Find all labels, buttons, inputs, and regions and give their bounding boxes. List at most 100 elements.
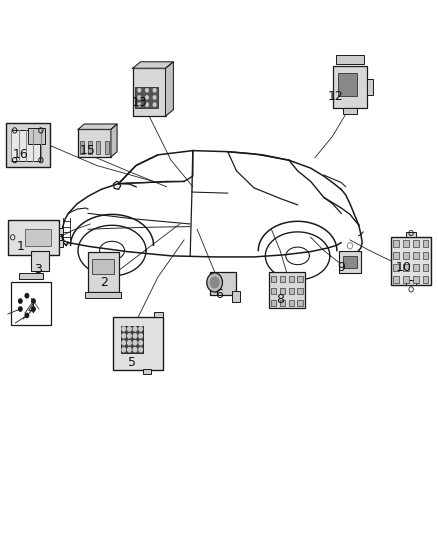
Bar: [11, 282, 51, 325]
Circle shape: [127, 341, 131, 345]
Bar: [336, 55, 364, 64]
Text: 10: 10: [395, 261, 411, 274]
Bar: [339, 251, 361, 273]
Bar: [343, 108, 357, 114]
Bar: [423, 276, 428, 283]
Text: 9: 9: [338, 261, 346, 274]
Text: 6: 6: [215, 288, 223, 301]
Circle shape: [122, 348, 125, 352]
Circle shape: [138, 88, 141, 92]
Circle shape: [139, 327, 142, 331]
Bar: [289, 301, 294, 305]
Circle shape: [133, 341, 137, 345]
Bar: [413, 276, 419, 283]
Polygon shape: [133, 62, 173, 68]
Circle shape: [207, 273, 223, 292]
Circle shape: [133, 334, 137, 338]
Text: 2: 2: [100, 276, 108, 289]
Bar: [154, 312, 163, 317]
Circle shape: [127, 334, 131, 338]
Circle shape: [25, 313, 28, 318]
Bar: [423, 264, 428, 271]
Circle shape: [32, 307, 35, 311]
Bar: [121, 326, 144, 353]
Bar: [413, 240, 419, 247]
Bar: [28, 128, 45, 144]
Bar: [393, 264, 399, 271]
Text: 4: 4: [28, 303, 35, 316]
Bar: [338, 72, 357, 95]
Text: 16: 16: [12, 148, 28, 161]
Text: 5: 5: [128, 356, 136, 369]
Bar: [413, 252, 419, 259]
Bar: [80, 141, 84, 154]
Polygon shape: [111, 124, 117, 157]
Text: 1: 1: [17, 240, 25, 253]
Circle shape: [133, 348, 137, 352]
Circle shape: [139, 334, 142, 338]
Circle shape: [153, 103, 156, 106]
Text: 8: 8: [276, 293, 285, 306]
Circle shape: [122, 341, 125, 345]
Bar: [8, 220, 59, 255]
Bar: [406, 232, 417, 237]
Circle shape: [210, 277, 219, 288]
Bar: [343, 256, 357, 269]
Bar: [393, 276, 399, 283]
Bar: [271, 288, 276, 294]
Bar: [31, 251, 49, 271]
Text: 3: 3: [34, 263, 42, 276]
Bar: [403, 276, 409, 283]
Circle shape: [18, 307, 22, 311]
Circle shape: [153, 96, 156, 99]
Bar: [392, 237, 431, 285]
Bar: [403, 252, 409, 259]
Bar: [59, 228, 63, 234]
Circle shape: [122, 327, 125, 331]
Circle shape: [146, 88, 148, 92]
Text: 12: 12: [328, 90, 343, 103]
Bar: [92, 259, 114, 274]
Circle shape: [138, 96, 141, 99]
Circle shape: [153, 88, 156, 92]
Bar: [19, 273, 43, 279]
Circle shape: [32, 299, 35, 303]
Bar: [88, 252, 119, 292]
Bar: [403, 240, 409, 247]
Bar: [279, 276, 285, 281]
Circle shape: [127, 327, 131, 331]
Bar: [232, 292, 240, 302]
Bar: [367, 79, 373, 95]
Bar: [393, 240, 399, 247]
Bar: [210, 272, 237, 295]
Polygon shape: [113, 181, 121, 189]
Circle shape: [122, 334, 125, 338]
Bar: [78, 130, 111, 157]
Bar: [6, 124, 49, 167]
Bar: [269, 272, 304, 309]
Bar: [406, 280, 417, 285]
Bar: [423, 252, 428, 259]
Circle shape: [133, 327, 137, 331]
Bar: [297, 288, 303, 294]
Polygon shape: [78, 124, 117, 130]
Bar: [271, 301, 276, 305]
Bar: [96, 141, 100, 154]
Polygon shape: [166, 62, 173, 116]
Text: 15: 15: [80, 144, 96, 157]
Bar: [423, 240, 428, 247]
Bar: [297, 301, 303, 305]
Text: 13: 13: [131, 96, 147, 109]
Bar: [332, 66, 367, 108]
Circle shape: [18, 299, 22, 303]
Bar: [25, 229, 51, 246]
Bar: [297, 276, 303, 281]
Circle shape: [139, 348, 142, 352]
Bar: [11, 130, 40, 161]
Circle shape: [25, 294, 28, 298]
Bar: [143, 369, 151, 374]
Bar: [133, 68, 166, 116]
Bar: [88, 141, 92, 154]
Circle shape: [127, 348, 131, 352]
Bar: [393, 252, 399, 259]
